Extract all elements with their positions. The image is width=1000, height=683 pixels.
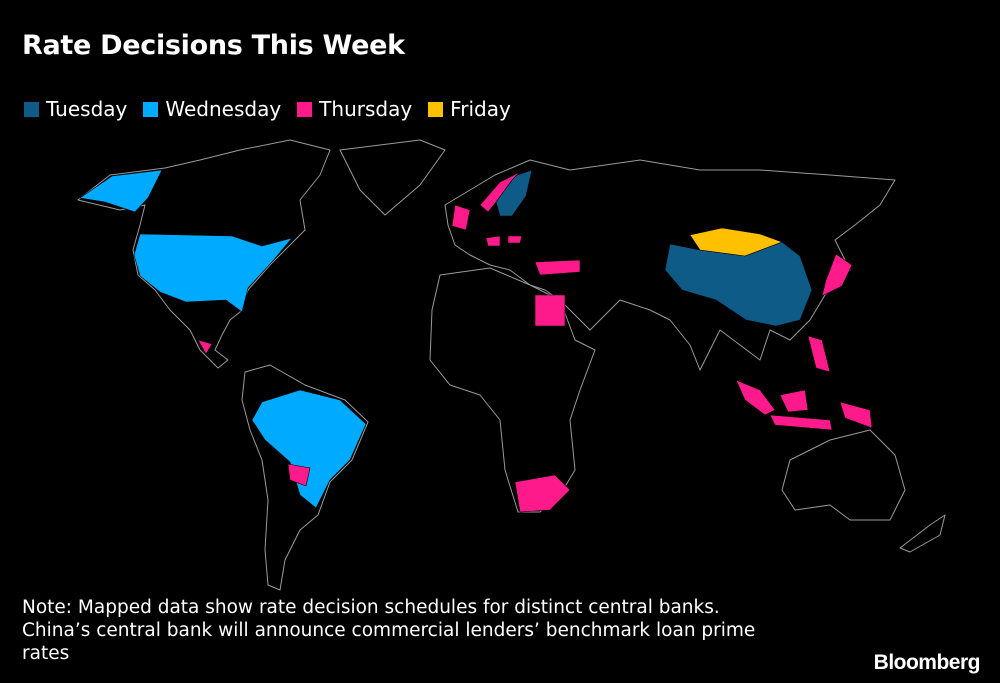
indonesia-borneo xyxy=(779,389,809,413)
legend-label: Wednesday xyxy=(165,97,282,121)
legend: Tuesday Wednesday Thursday Friday xyxy=(24,97,511,121)
legend-label: Thursday xyxy=(319,97,413,121)
greenland xyxy=(339,139,446,216)
source: Bloomberg xyxy=(873,651,981,674)
legend-label: Tuesday xyxy=(46,97,128,121)
brazil xyxy=(251,389,367,509)
legend-swatch xyxy=(428,101,444,117)
legend-swatch xyxy=(297,101,313,117)
philippines xyxy=(807,335,831,373)
hungary xyxy=(507,235,523,244)
note: Note: Mapped data show rate decision sch… xyxy=(22,596,755,665)
legend-swatch xyxy=(24,101,39,117)
central-america xyxy=(197,339,213,355)
legend-item: Thursday xyxy=(297,97,412,121)
note-line: rates xyxy=(22,643,70,664)
legend-item: Wednesday xyxy=(143,97,281,121)
norway xyxy=(479,171,521,213)
egypt xyxy=(534,294,566,327)
south-africa xyxy=(514,474,571,513)
poland xyxy=(485,235,501,247)
new-zealand xyxy=(899,514,946,553)
note-line: Note: Mapped data show rate decision sch… xyxy=(22,597,720,618)
alaska xyxy=(79,169,163,213)
indonesia-central xyxy=(769,414,833,431)
title: Rate Decisions This Week xyxy=(22,30,405,61)
legend-item: Friday xyxy=(428,97,511,121)
indonesia-west xyxy=(735,379,776,416)
legend-item: Tuesday xyxy=(24,97,127,121)
turkey xyxy=(534,259,581,276)
countries xyxy=(79,169,873,513)
united-states xyxy=(133,233,293,313)
legend-label: Friday xyxy=(450,97,511,121)
legend-swatch xyxy=(143,101,159,117)
note-line: China’s central bank will announce comme… xyxy=(22,620,756,641)
indonesia-east xyxy=(839,401,873,429)
united-kingdom xyxy=(451,204,471,231)
australia xyxy=(781,429,906,521)
mongolia xyxy=(689,227,783,257)
japan xyxy=(821,253,853,297)
paraguay xyxy=(287,463,311,487)
